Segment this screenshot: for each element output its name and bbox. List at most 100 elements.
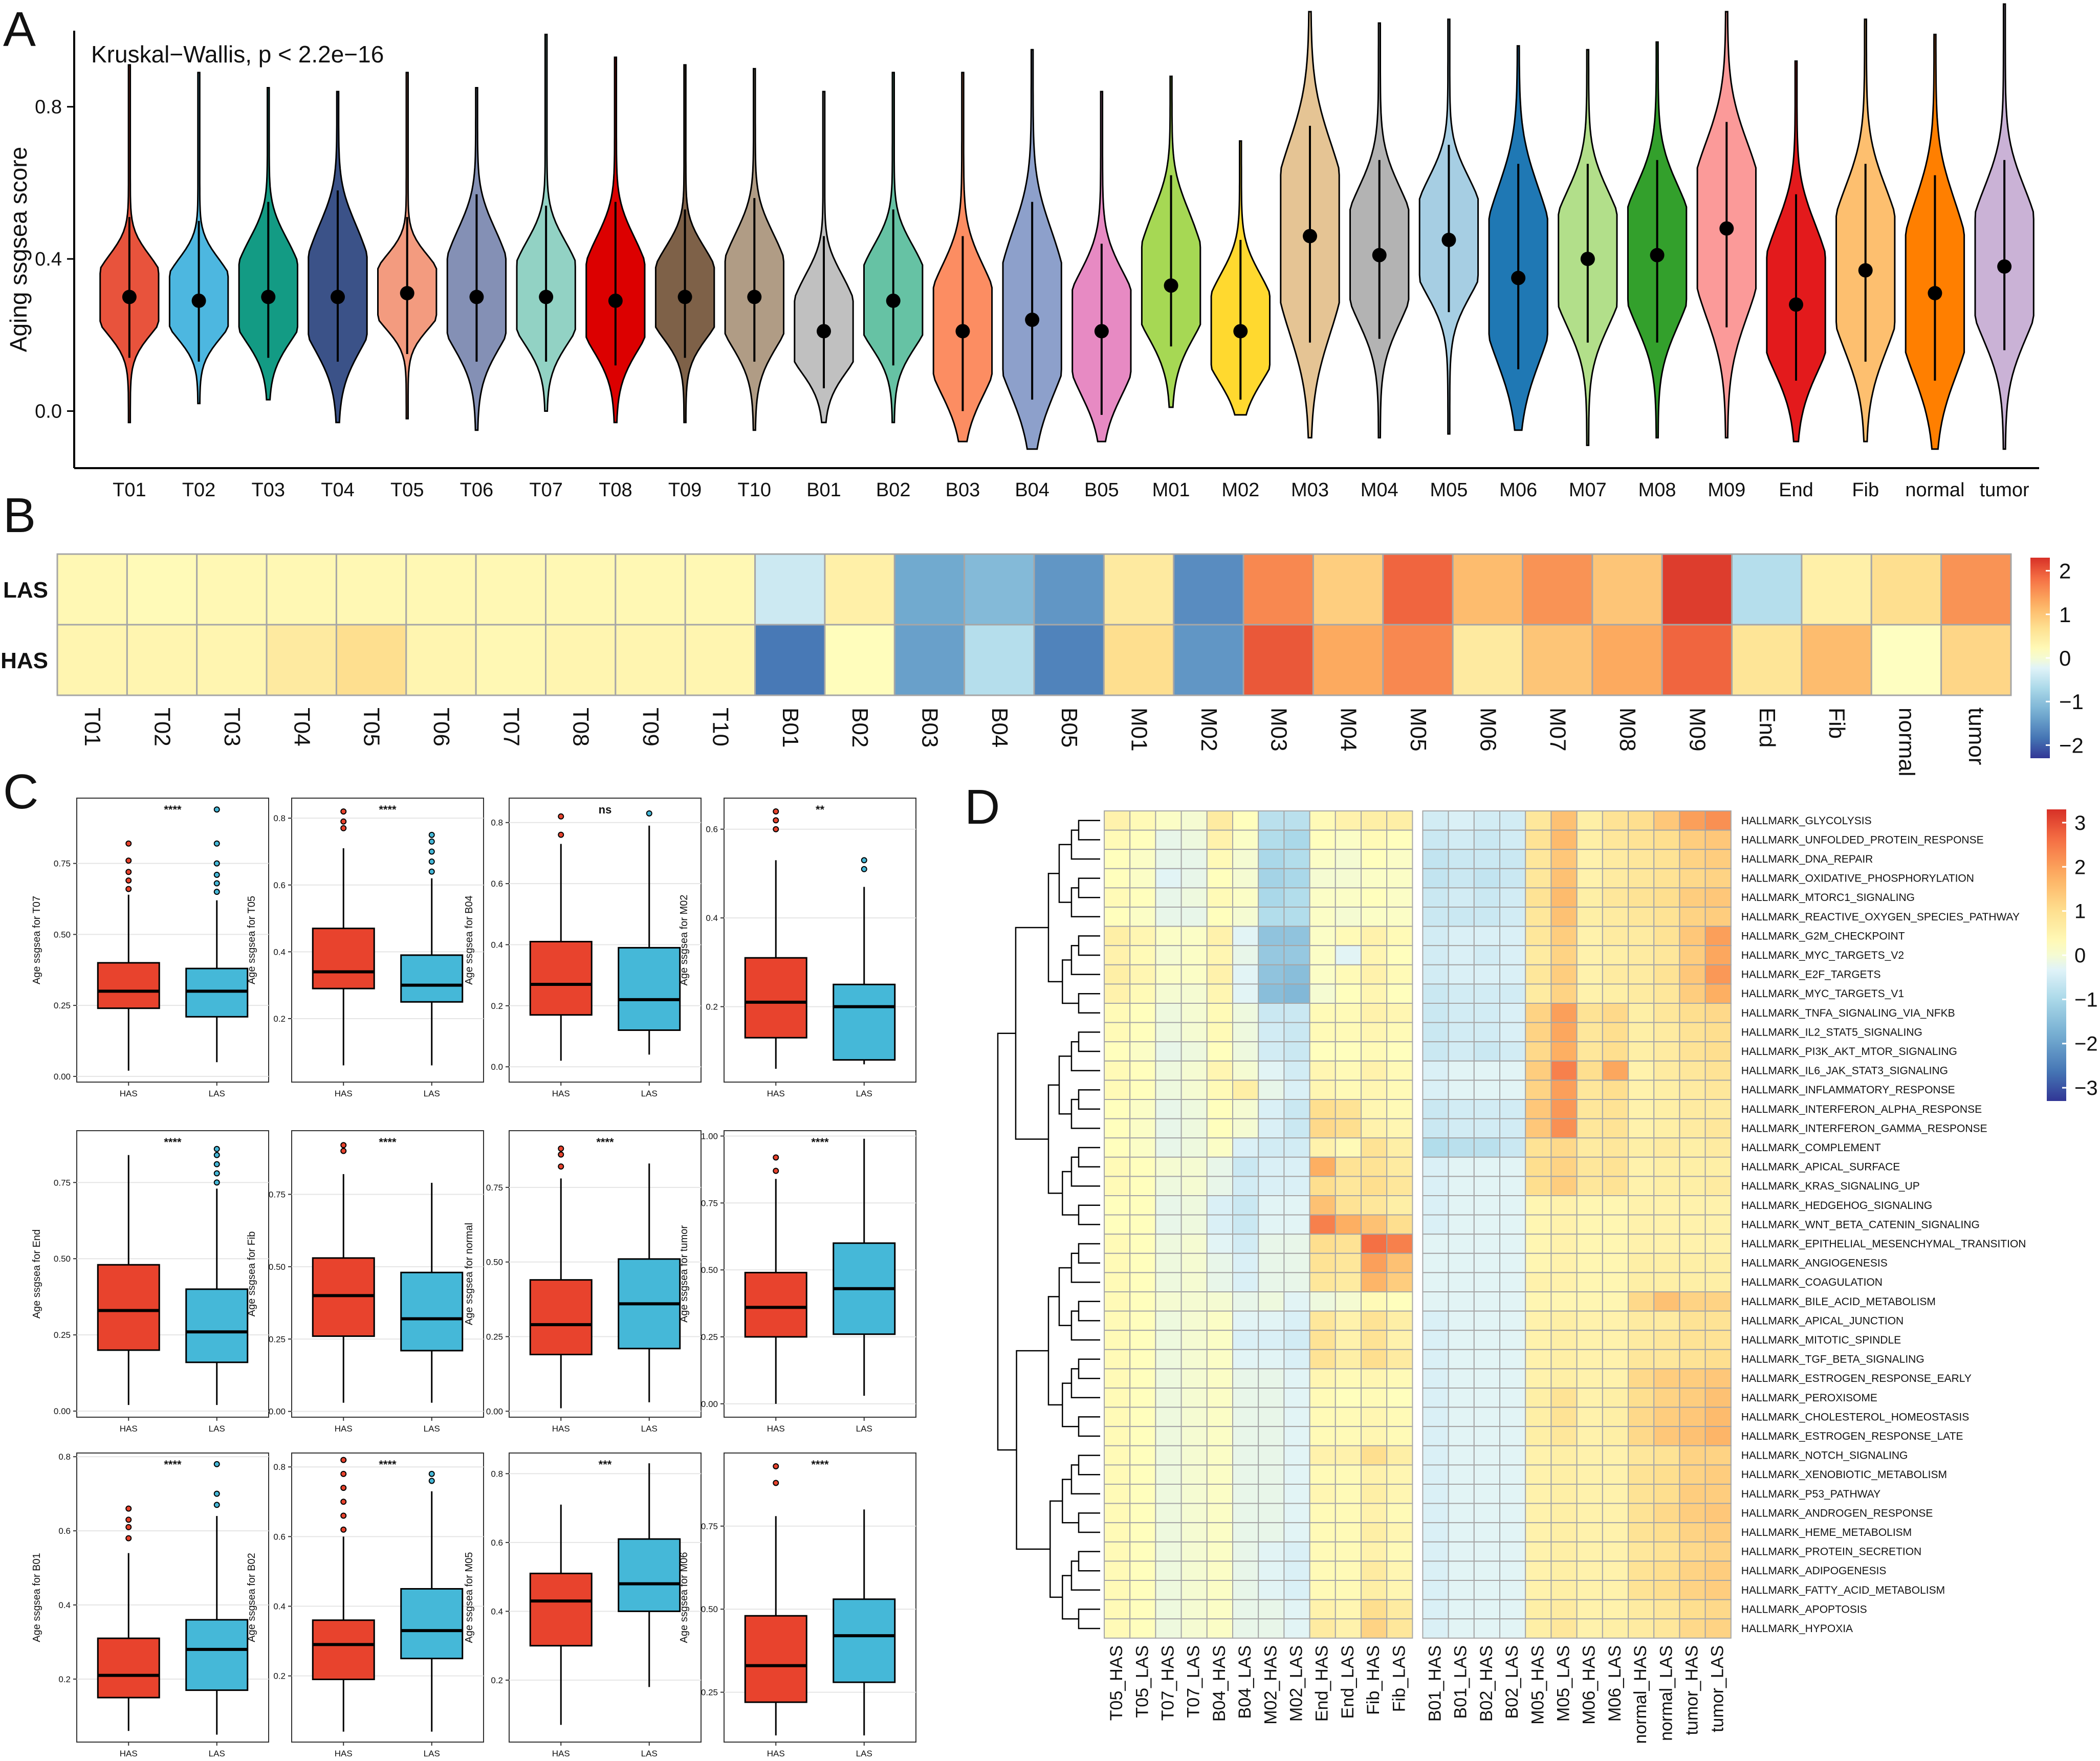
- cell-HALLMARK_GLYCOLYSIS-T07_HAS: [1155, 810, 1182, 831]
- cell-HAS-B01: [754, 624, 826, 696]
- cell-HALLMARK_GLYCOLYSIS-normal_HAS: [1628, 810, 1655, 831]
- y-tick-label: 0.00: [269, 1407, 286, 1417]
- cell-HALLMARK_IL6_JAK_STAT3_SIGNALING-B02_HAS: [1473, 1060, 1501, 1081]
- cell-HALLMARK_UNFOLDED_PROTEIN_RESPONSE-tumor_LAS: [1704, 829, 1732, 850]
- cell-HALLMARK_IL2_STAT5_SIGNALING-End_LAS: [1335, 1022, 1362, 1043]
- cell-HAS-T02: [126, 624, 198, 696]
- cell-HALLMARK_KRAS_SIGNALING_UP-tumor_HAS: [1679, 1176, 1706, 1196]
- column-label-M02_LAS: M02_LAS: [1287, 1645, 1306, 1722]
- cell-HALLMARK_PI3K_AKT_MTOR_SIGNALING-M05_HAS: [1525, 1041, 1552, 1062]
- column-label-T09: T09: [638, 708, 663, 746]
- row-label-HALLMARK_PROTEIN_SECRETION: HALLMARK_PROTEIN_SECRETION: [1741, 1546, 1921, 1558]
- cell-HAS-Fib: [1801, 624, 1872, 696]
- cell-HALLMARK_PEROXISOME-B01_HAS: [1422, 1388, 1449, 1408]
- cell-HALLMARK_OXIDATIVE_PHOSPHORYLATION-Fib_HAS: [1361, 868, 1388, 889]
- cell-HALLMARK_FATTY_ACID_METABOLISM-tumor_HAS: [1679, 1580, 1706, 1600]
- cell-HALLMARK_IL2_STAT5_SIGNALING-T07_LAS: [1180, 1022, 1208, 1043]
- y-tick-label: 0.8: [491, 1469, 503, 1479]
- cell-HALLMARK_KRAS_SIGNALING_UP-normal_LAS: [1653, 1176, 1680, 1196]
- cell-HALLMARK_GLYCOLYSIS-M06_LAS: [1602, 810, 1629, 831]
- cell-HALLMARK_PI3K_AKT_MTOR_SIGNALING-normal_HAS: [1628, 1041, 1655, 1062]
- cell-HALLMARK_G2M_CHECKPOINT-Fib_LAS: [1386, 926, 1413, 946]
- cell-HALLMARK_PEROXISOME-End_HAS: [1309, 1388, 1336, 1408]
- cell-HALLMARK_EPITHELIAL_MESENCHYMAL_TRANSITION-B02_HAS: [1473, 1234, 1501, 1254]
- cell-HALLMARK_P53_PATHWAY-T05_HAS: [1104, 1484, 1131, 1504]
- cell-HALLMARK_ESTROGEN_RESPONSE_EARLY-normal_HAS: [1628, 1368, 1655, 1389]
- cell-HALLMARK_MYC_TARGETS_V1-M05_LAS: [1550, 983, 1578, 1004]
- x-tick-label-las: LAS: [424, 1749, 440, 1758]
- cell-HALLMARK_UNFOLDED_PROTEIN_RESPONSE-B04_LAS: [1232, 829, 1259, 850]
- cell-HALLMARK_APICAL_SURFACE-B04_HAS: [1206, 1156, 1234, 1177]
- violin-median-point-T08: [608, 293, 623, 308]
- cell-HALLMARK_NOTCH_SIGNALING-End_LAS: [1335, 1445, 1362, 1466]
- x-tick-label-has: HAS: [552, 1089, 570, 1098]
- cell-HALLMARK_PI3K_AKT_MTOR_SIGNALING-Fib_HAS: [1361, 1041, 1388, 1062]
- cell-HALLMARK_ANGIOGENESIS-M06_HAS: [1576, 1252, 1603, 1273]
- outlier-point-LAS: [213, 806, 220, 813]
- cell-HALLMARK_TNFA_SIGNALING_VIA_NFKB-M05_HAS: [1525, 1003, 1552, 1023]
- cell-HALLMARK_BILE_ACID_METABOLISM-B02_HAS: [1473, 1291, 1501, 1312]
- cell-HALLMARK_INFLAMMATORY_RESPONSE-B02_HAS: [1473, 1080, 1501, 1100]
- cell-HAS-T01: [56, 624, 128, 696]
- panel-label-d: D: [965, 780, 1000, 834]
- cell-HALLMARK_HYPOXIA-M05_LAS: [1550, 1618, 1578, 1639]
- row-label-HALLMARK_MTORC1_SIGNALING: HALLMARK_MTORC1_SIGNALING: [1741, 892, 1915, 904]
- row-label-HALLMARK_INTERFERON_GAMMA_RESPONSE: HALLMARK_INTERFERON_GAMMA_RESPONSE: [1741, 1122, 1987, 1134]
- cell-HALLMARK_INTERFERON_GAMMA_RESPONSE-M05_LAS: [1550, 1118, 1578, 1139]
- x-tick-label-T03: T03: [252, 479, 285, 501]
- row-label-HALLMARK_MYC_TARGETS_V1: HALLMARK_MYC_TARGETS_V1: [1741, 988, 1904, 1000]
- cell-HALLMARK_ANGIOGENESIS-T05_LAS: [1129, 1252, 1156, 1273]
- cell-HALLMARK_TGF_BETA_SIGNALING-End_HAS: [1309, 1349, 1336, 1370]
- column-label-M07: M07: [1545, 708, 1570, 752]
- cell-HALLMARK_UNFOLDED_PROTEIN_RESPONSE-M06_HAS: [1576, 829, 1603, 850]
- cell-HALLMARK_ANDROGEN_RESPONSE-T07_HAS: [1155, 1503, 1182, 1524]
- cell-HALLMARK_BILE_ACID_METABOLISM-M05_HAS: [1525, 1291, 1552, 1312]
- dendrogram-branch: [1078, 1243, 1100, 1264]
- column-label-M06: M06: [1475, 708, 1500, 752]
- y-tick-label: 0.6: [273, 1532, 286, 1542]
- cell-HALLMARK_ADIPOGENESIS-Fib_LAS: [1386, 1560, 1413, 1581]
- cell-HALLMARK_APOPTOSIS-tumor_LAS: [1704, 1599, 1732, 1620]
- cell-HALLMARK_ESTROGEN_RESPONSE_LATE-End_HAS: [1309, 1426, 1336, 1446]
- column-label-B01: B01: [778, 708, 803, 747]
- cell-HALLMARK_APICAL_JUNCTION-B04_LAS: [1232, 1310, 1259, 1331]
- cell-HALLMARK_G2M_CHECKPOINT-M05_HAS: [1525, 926, 1552, 946]
- cell-HALLMARK_WNT_BETA_CATENIN_SIGNALING-B02_LAS: [1499, 1214, 1526, 1235]
- column-label-Fib: Fib: [1824, 708, 1849, 739]
- cell-HALLMARK_INFLAMMATORY_RESPONSE-B01_HAS: [1422, 1080, 1449, 1100]
- cell-HALLMARK_P53_PATHWAY-Fib_HAS: [1361, 1484, 1388, 1504]
- cell-HALLMARK_MTORC1_SIGNALING-T07_HAS: [1155, 887, 1182, 908]
- cell-HALLMARK_MITOTIC_SPINDLE-Fib_LAS: [1386, 1330, 1413, 1350]
- box-HAS: [529, 1279, 593, 1356]
- cell-HALLMARK_APOPTOSIS-Fib_HAS: [1361, 1599, 1388, 1620]
- cell-HALLMARK_OXIDATIVE_PHOSPHORYLATION-M06_HAS: [1576, 868, 1603, 889]
- cell-HALLMARK_REACTIVE_OXYGEN_SPECIES_PATHWAY-B02_HAS: [1473, 907, 1501, 927]
- cell-HALLMARK_ADIPOGENESIS-Fib_HAS: [1361, 1560, 1388, 1581]
- cell-HALLMARK_E2F_TARGETS-M02_LAS: [1283, 964, 1310, 985]
- cell-HALLMARK_APOPTOSIS-B01_LAS: [1448, 1599, 1475, 1620]
- cell-HALLMARK_P53_PATHWAY-T07_HAS: [1155, 1484, 1182, 1504]
- boxplot-7: 0.00 0.25 0.50 0.75 Age ssgsea for normal ***…: [464, 1130, 702, 1434]
- cell-HALLMARK_APICAL_JUNCTION-normal_LAS: [1653, 1310, 1680, 1331]
- dendrogram-branch: [1062, 1575, 1079, 1620]
- cell-HALLMARK_REACTIVE_OXYGEN_SPECIES_PATHWAY-tumor_LAS: [1704, 907, 1732, 927]
- cell-HALLMARK_ANDROGEN_RESPONSE-M02_HAS: [1258, 1503, 1285, 1524]
- cell-HALLMARK_HEME_METABOLISM-tumor_LAS: [1704, 1522, 1732, 1543]
- cell-HALLMARK_ESTROGEN_RESPONSE_EARLY-tumor_LAS: [1704, 1368, 1732, 1389]
- column-label-normal_HAS: normal_HAS: [1631, 1645, 1650, 1744]
- cell-HALLMARK_ADIPOGENESIS-T05_LAS: [1129, 1560, 1156, 1581]
- cell-LAS-B03: [893, 553, 966, 626]
- cell-HALLMARK_CHOLESTEROL_HOMEOSTASIS-T07_LAS: [1180, 1406, 1208, 1427]
- cell-HALLMARK_INTERFERON_ALPHA_RESPONSE-M05_LAS: [1550, 1099, 1578, 1119]
- cell-HALLMARK_UNFOLDED_PROTEIN_RESPONSE-T05_HAS: [1104, 829, 1131, 850]
- cell-HALLMARK_COMPLEMENT-B01_LAS: [1448, 1137, 1475, 1158]
- cell-HALLMARK_P53_PATHWAY-normal_HAS: [1628, 1484, 1655, 1504]
- cell-HALLMARK_ESTROGEN_RESPONSE_EARLY-T07_HAS: [1155, 1368, 1182, 1389]
- cell-HALLMARK_PROTEIN_SECRETION-normal_HAS: [1628, 1541, 1655, 1562]
- cell-HALLMARK_ESTROGEN_RESPONSE_LATE-M02_LAS: [1283, 1426, 1310, 1446]
- cell-HALLMARK_INTERFERON_GAMMA_RESPONSE-normal_LAS: [1653, 1118, 1680, 1139]
- cell-HALLMARK_COMPLEMENT-tumor_LAS: [1704, 1137, 1732, 1158]
- column-label-End_LAS: End_LAS: [1338, 1645, 1358, 1719]
- cell-HALLMARK_IL2_STAT5_SIGNALING-Fib_LAS: [1386, 1022, 1413, 1043]
- cell-HALLMARK_HYPOXIA-M02_HAS: [1258, 1618, 1285, 1639]
